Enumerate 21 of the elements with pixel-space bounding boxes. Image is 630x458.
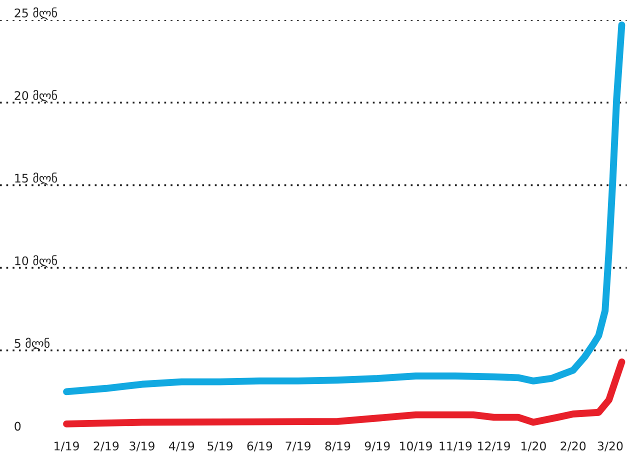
y-tick-label: 0 (14, 422, 21, 431)
x-tick-label: 2/19 (94, 442, 119, 452)
x-tick-label: 5/19 (208, 442, 232, 452)
y-tick-label: 20 მლნ (14, 90, 57, 103)
x-tick-label: 6/19 (247, 442, 272, 452)
y-tick-label: 25 მლნ (14, 7, 57, 20)
y-tick-label: 5 მლნ (14, 338, 50, 350)
x-tick-label: 11/19 (440, 442, 472, 452)
x-tick-label: 3/20 (598, 442, 623, 452)
x-tick-label: 8/19 (325, 442, 350, 452)
x-tick-label: 9/19 (364, 442, 390, 452)
x-tick-label: 3/19 (130, 442, 154, 452)
x-tick-label: 7/19 (286, 442, 310, 452)
x-tick-label: 2/20 (560, 442, 586, 452)
x-tick-label: 10/19 (400, 442, 432, 452)
x-tick-label: 12/19 (478, 442, 510, 452)
y-tick-label: 15 მლნ (15, 172, 57, 186)
y-tick-label: 10 მლნ (15, 255, 57, 268)
x-tick-label: 1/20 (522, 442, 546, 452)
x-tick-label: 1/19 (54, 442, 79, 452)
x-tick-label: 4/19 (168, 442, 194, 452)
